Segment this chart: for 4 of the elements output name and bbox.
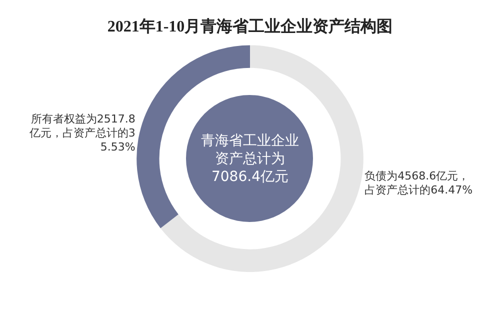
chart-title: 2021年1-10月青海省工业企业资产结构图: [107, 18, 393, 36]
center-circle: 青海省工业企业资产总计为7086.4亿元: [186, 95, 314, 222]
data-label: 所有者权益为2517.8亿元，占资产总计的35.53%: [28, 112, 136, 154]
data-label: 负债为4568.6亿元，占资产总计的64.47%: [364, 169, 473, 196]
